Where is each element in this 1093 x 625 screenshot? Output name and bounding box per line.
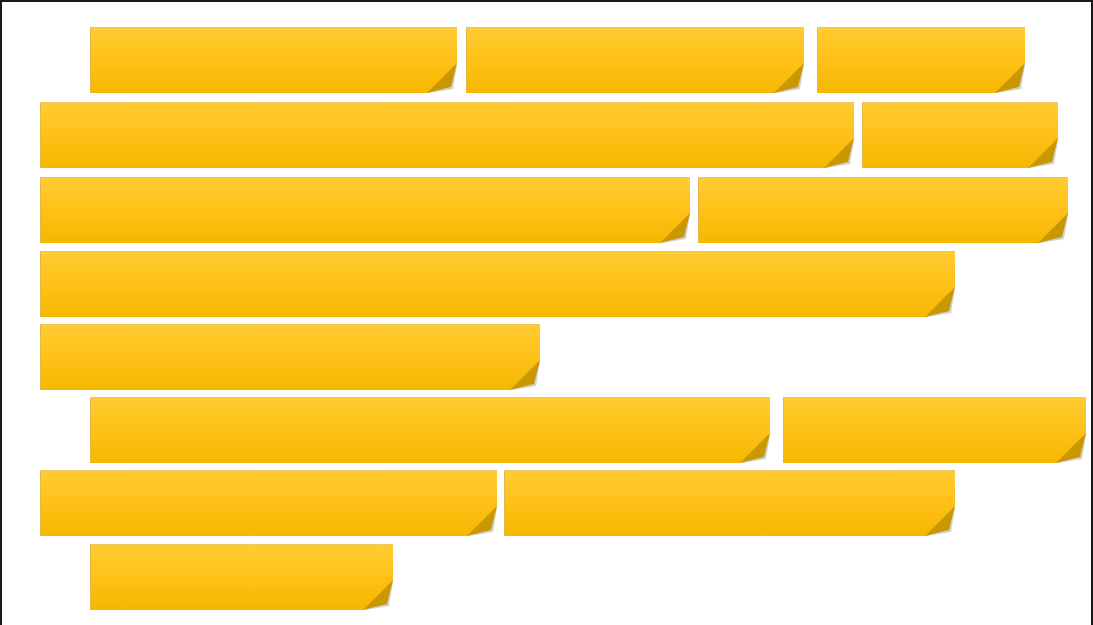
sticky-note (40, 470, 497, 536)
page-curl-icon (925, 506, 955, 536)
page-curl-icon (1038, 213, 1068, 243)
sticky-note (698, 177, 1068, 243)
page-curl-icon (824, 138, 854, 168)
page-curl-icon (427, 63, 457, 93)
page-curl-icon (740, 433, 770, 463)
sticky-note (90, 544, 393, 610)
page-curl-icon (995, 63, 1025, 93)
sticky-note (862, 102, 1058, 168)
sticky-note (504, 470, 955, 536)
page-curl-icon (363, 580, 393, 610)
sticky-note (40, 251, 955, 317)
sticky-note (90, 397, 770, 463)
sticky-note (40, 102, 854, 168)
page-curl-icon (660, 213, 690, 243)
sticky-note (783, 397, 1086, 463)
sticky-note (90, 27, 457, 93)
page-curl-icon (925, 287, 955, 317)
page-curl-icon (1056, 433, 1086, 463)
page-curl-icon (510, 360, 540, 390)
page-curl-icon (467, 506, 497, 536)
sticky-note (40, 177, 690, 243)
page-curl-icon (774, 63, 804, 93)
sticky-note (817, 27, 1025, 93)
sticky-note (466, 27, 804, 93)
sticky-note (40, 324, 540, 390)
page-curl-icon (1028, 138, 1058, 168)
